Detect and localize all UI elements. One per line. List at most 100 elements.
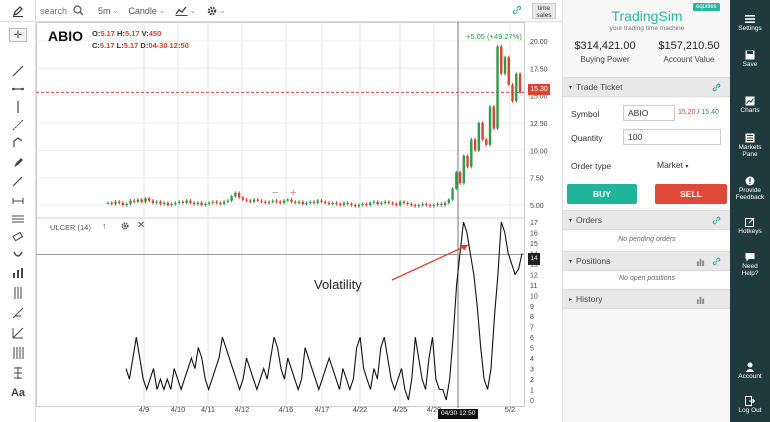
crosshair-tool[interactable]: ✛ bbox=[9, 28, 27, 42]
gann-tool[interactable] bbox=[9, 326, 27, 340]
price-candle bbox=[428, 205, 432, 207]
horizontal-line-icon bbox=[12, 87, 24, 91]
close-indicator-icon[interactable]: ✕ bbox=[137, 220, 146, 231]
price-candle bbox=[189, 200, 192, 203]
trade-ticket-header[interactable]: ▾ Trade Ticket bbox=[563, 77, 731, 97]
trendline-tool[interactable] bbox=[9, 64, 27, 78]
ulcer-line bbox=[125, 221, 523, 401]
price-candle bbox=[264, 201, 267, 203]
chart-canvas[interactable]: 4/9 4/10 4/11 4/12 4/16 4/17 4/22 4/25 4/29 5/220… bbox=[36, 22, 562, 422]
price-candle bbox=[327, 202, 331, 204]
nav-hotkeys[interactable]: Hotkeys bbox=[730, 217, 770, 235]
shape-icon bbox=[13, 137, 23, 147]
price-candle bbox=[331, 202, 334, 204]
arrow-icon bbox=[12, 176, 23, 187]
nav-help[interactable]: Need Help? bbox=[730, 252, 770, 277]
price-candle bbox=[211, 201, 215, 203]
nav-save-label: Save bbox=[742, 61, 758, 68]
price-candle bbox=[406, 202, 409, 204]
menu-icon bbox=[745, 15, 755, 23]
measure-tool[interactable] bbox=[9, 366, 27, 380]
price-tick-label: 12.50 bbox=[530, 121, 548, 128]
nav-charts[interactable]: Charts bbox=[730, 96, 770, 114]
price-candle bbox=[301, 201, 304, 204]
link-icon bbox=[712, 216, 721, 224]
magnet-tool[interactable] bbox=[9, 248, 27, 262]
nav-save[interactable]: Save bbox=[730, 50, 770, 68]
high-label: H: bbox=[117, 29, 125, 38]
ulcer-tick-label: 4 bbox=[530, 356, 534, 363]
eraser-tool[interactable] bbox=[9, 230, 27, 244]
help-icon bbox=[745, 253, 755, 262]
price-candle bbox=[219, 202, 222, 204]
positions-header[interactable]: ▾ Positions bbox=[563, 251, 731, 271]
lines-tool[interactable] bbox=[9, 212, 27, 226]
arrow-tool[interactable] bbox=[9, 174, 27, 188]
symbol-input[interactable]: ABIO bbox=[623, 105, 675, 121]
pencil-icon bbox=[12, 5, 23, 17]
nav-account[interactable]: Account bbox=[730, 362, 770, 380]
price-candle bbox=[492, 106, 495, 129]
date-tick-label: 4/17 bbox=[315, 405, 330, 414]
close-label: C: bbox=[92, 41, 100, 50]
fib-tool[interactable] bbox=[9, 306, 27, 320]
history-header[interactable]: ▸ History bbox=[563, 289, 731, 309]
buy-button[interactable]: BUY bbox=[567, 184, 637, 204]
edit-icon bbox=[745, 217, 755, 227]
price-candle bbox=[181, 201, 185, 203]
price-candle bbox=[350, 203, 353, 206]
nav-feedback[interactable]: Provide Feedback bbox=[730, 176, 770, 201]
time-sales-button[interactable]: time sales bbox=[532, 3, 556, 19]
text-tool[interactable]: Aa bbox=[9, 386, 27, 400]
range-tool[interactable] bbox=[9, 194, 27, 208]
chart-settings-button[interactable]: ⌄ bbox=[206, 5, 226, 17]
caret-down-icon: ▾ bbox=[569, 258, 573, 265]
price-candle bbox=[507, 57, 510, 85]
price-candle bbox=[207, 202, 211, 204]
horizontal-line-tool[interactable] bbox=[9, 82, 27, 96]
nav-settings[interactable]: Settings bbox=[730, 14, 770, 32]
price-candle bbox=[496, 46, 499, 129]
quantity-field-label: Quantity bbox=[571, 133, 603, 143]
indicator-settings-button[interactable] bbox=[120, 221, 130, 233]
brush-tool[interactable] bbox=[9, 156, 27, 170]
sell-button[interactable]: SELL bbox=[655, 184, 727, 204]
order-type-select[interactable]: Market ▾ bbox=[657, 160, 688, 170]
draw-mode-button[interactable] bbox=[0, 0, 36, 22]
vertical-line-tool[interactable] bbox=[9, 100, 27, 114]
nav-markets-label-2: Pane bbox=[742, 151, 758, 158]
parallel-tool[interactable] bbox=[9, 286, 27, 300]
nav-markets-pane[interactable]: Markets Pane bbox=[730, 133, 770, 158]
chart-pattern-tool[interactable] bbox=[9, 266, 27, 280]
chart-area[interactable]: 4/9 4/10 4/11 4/12 4/16 4/17 4/22 4/25 4/29 5/2 20… bbox=[36, 22, 562, 422]
quantity-input[interactable]: 100 bbox=[623, 129, 721, 145]
shape-tool[interactable] bbox=[9, 136, 27, 150]
zoom-in-icon[interactable]: + bbox=[290, 187, 297, 199]
orders-header[interactable]: ▾ Orders bbox=[563, 210, 731, 230]
price-candle bbox=[372, 201, 376, 203]
grid-tool[interactable] bbox=[9, 346, 27, 360]
volume-label: V: bbox=[141, 29, 149, 38]
interval-select[interactable]: 5m ⌄ bbox=[98, 6, 118, 16]
link-button[interactable] bbox=[512, 5, 522, 17]
symbol-search[interactable]: search bbox=[40, 5, 84, 16]
trendline-icon bbox=[12, 65, 24, 77]
indicators-button[interactable]: ⌄ bbox=[175, 5, 196, 16]
ulcer-tick-label: 13 bbox=[530, 262, 538, 269]
price-candle bbox=[421, 203, 424, 206]
brand-logo: TradingSim bbox=[611, 8, 683, 24]
chevron-down-icon: ⌄ bbox=[158, 7, 165, 15]
price-candle bbox=[410, 203, 413, 206]
chart-type-select[interactable]: Candle ⌄ bbox=[128, 6, 164, 16]
ulcer-tick-label: 6 bbox=[530, 335, 534, 342]
ray-tool[interactable] bbox=[9, 118, 27, 132]
move-up-icon[interactable]: ↑ bbox=[102, 221, 107, 231]
price-candle bbox=[136, 199, 140, 202]
nav-logout[interactable]: Log Out bbox=[730, 396, 770, 414]
low-label: L: bbox=[116, 41, 124, 50]
caret-down-icon: ▾ bbox=[569, 84, 573, 91]
price-candle bbox=[114, 201, 117, 204]
zoom-out-icon[interactable]: − bbox=[272, 187, 279, 199]
price-candle bbox=[174, 202, 177, 204]
bid-value: 15.20 bbox=[678, 109, 696, 116]
